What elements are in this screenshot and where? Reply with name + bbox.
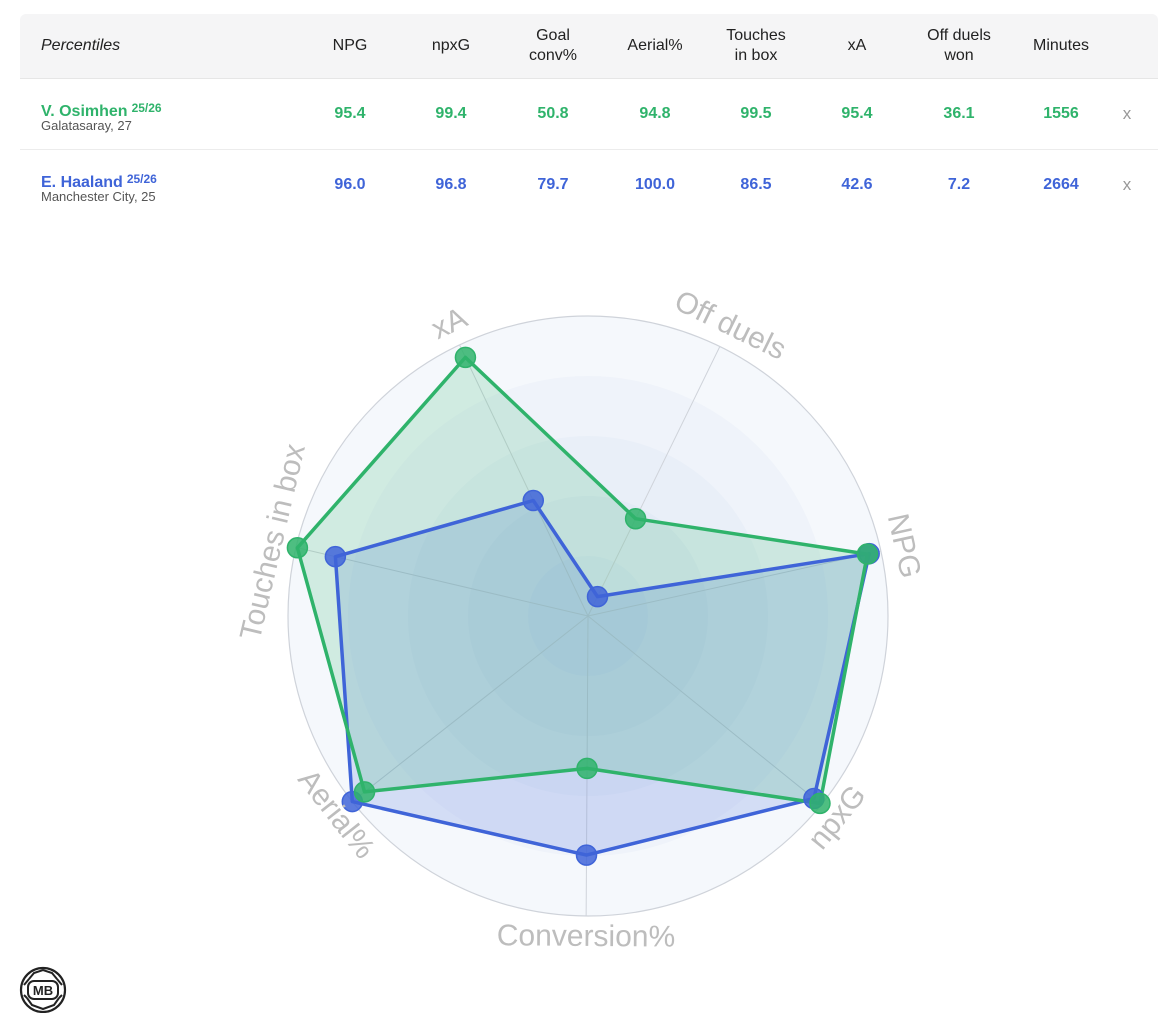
radar-spoke — [351, 615, 589, 802]
data-point — [809, 792, 831, 815]
header-percentiles-label: Percentiles — [41, 37, 121, 54]
radar-spoke — [587, 615, 822, 805]
axis-label: NPG — [881, 511, 927, 582]
series-line — [333, 498, 871, 857]
value-cell: 7.2 — [947, 176, 971, 193]
col-header-minutes[interactable]: Minutes — [1032, 37, 1090, 54]
value-cell: 99.5 — [740, 105, 772, 122]
data-point — [353, 781, 376, 803]
data-point — [522, 489, 545, 512]
data-point — [575, 844, 598, 866]
series-line — [295, 355, 870, 806]
col-header-npg[interactable]: NPG — [332, 37, 368, 54]
remove-player-button[interactable]: x — [1122, 175, 1132, 194]
data-point — [856, 543, 879, 565]
data-point — [324, 545, 347, 568]
logo-icon: MB — [19, 966, 67, 1013]
data-point — [624, 507, 647, 530]
player-name-haaland[interactable]: E. Haaland 25/26 — [41, 172, 157, 191]
col-header-xa[interactable]: xA — [847, 37, 867, 54]
col-header-aerial[interactable]: Aerial% — [627, 37, 683, 54]
value-cell: 2664 — [1043, 176, 1079, 193]
series-area — [297, 357, 868, 804]
remove-player-button[interactable]: x — [1122, 104, 1132, 123]
player-meta: Manchester City, 25 — [41, 189, 156, 204]
value-cell: 99.4 — [435, 105, 467, 122]
player-season: 25/26 — [126, 172, 157, 186]
value-cell: 94.8 — [639, 105, 671, 122]
col-header-touches-in-box[interactable]: Touches in box — [726, 27, 786, 64]
player-meta: Galatasaray, 27 — [41, 118, 132, 133]
data-point — [586, 585, 609, 608]
data-point — [454, 346, 477, 369]
value-cell: 95.4 — [334, 105, 366, 122]
data-point — [576, 757, 598, 780]
value-cell: 42.6 — [841, 176, 873, 193]
axis-label: Conversion% — [497, 919, 676, 953]
comparison-table: Percentiles NPG npxG Goal conv% Aerial% T… — [20, 14, 1158, 220]
player-season: 25/26 — [131, 101, 162, 115]
table-row-osimhen: V. Osimhen 25/26 Galatasaray, 27 95.4 99.… — [20, 79, 1158, 150]
data-point — [286, 537, 309, 559]
radar-spoke — [459, 344, 589, 617]
value-cell: 95.4 — [841, 105, 873, 122]
col-header-goal-conv[interactable]: Goal conv% — [528, 27, 578, 64]
player-name-osimhen[interactable]: V. Osimhen 25/26 — [41, 101, 162, 120]
value-cell: 50.8 — [537, 105, 569, 122]
value-cell: 79.7 — [537, 176, 569, 193]
value-cell: 96.0 — [334, 176, 366, 193]
value-cell: 100.0 — [634, 176, 676, 193]
radar-spoke — [587, 346, 721, 617]
value-cell: 1556 — [1043, 105, 1079, 122]
radar-spoke — [587, 550, 881, 617]
value-cell: 36.1 — [943, 105, 975, 122]
logo-text: MB — [33, 983, 53, 998]
axis-label: xA — [427, 301, 473, 346]
series-area — [335, 500, 870, 856]
value-cell: 86.5 — [740, 176, 772, 193]
table-header: Percentiles NPG npxG Goal conv% Aerial% T… — [20, 14, 1158, 79]
col-header-npxg[interactable]: npxG — [431, 37, 471, 54]
value-cell: 96.8 — [435, 176, 467, 193]
col-header-off-duels-won[interactable]: Off duels won — [927, 27, 991, 64]
table-row-haaland: E. Haaland 25/26 Manchester City, 25 96.0… — [20, 150, 1158, 220]
